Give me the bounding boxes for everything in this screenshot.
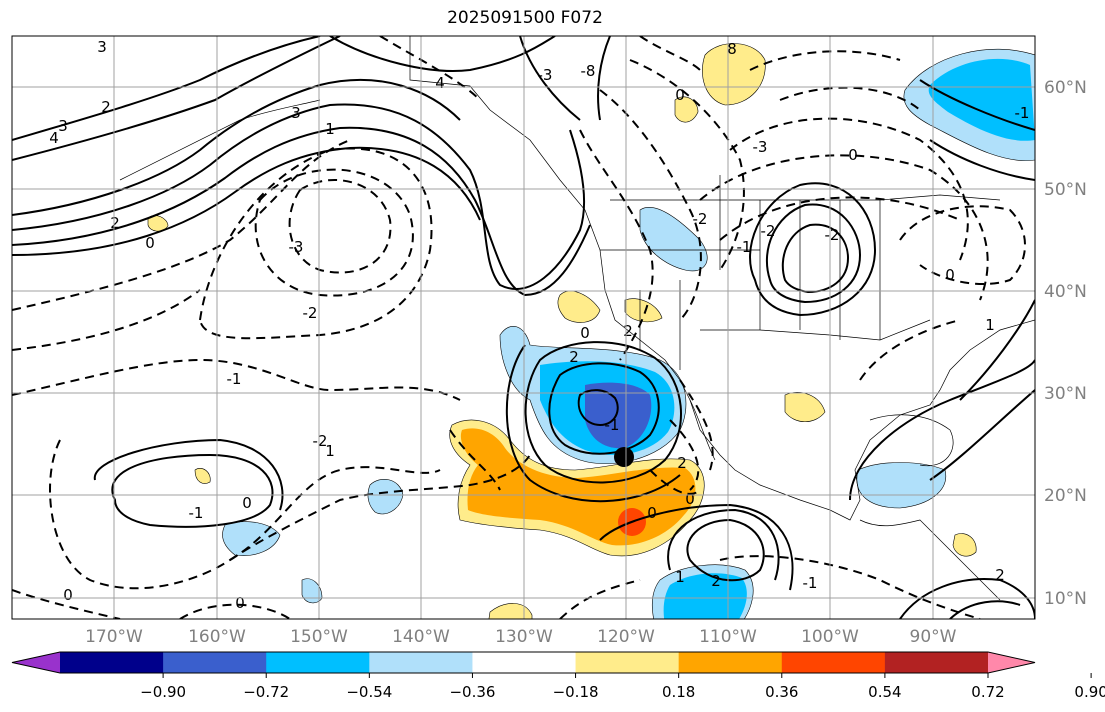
colorbar-segment bbox=[266, 652, 370, 673]
colorbar-segment bbox=[369, 652, 473, 673]
contour-label: 0 bbox=[145, 234, 155, 252]
lon-label: 130°W bbox=[495, 627, 553, 647]
lat-label: 40°N bbox=[1044, 282, 1087, 302]
colorbar-outline bbox=[11, 651, 1036, 674]
map-frame bbox=[11, 35, 1036, 620]
negative-anomaly-gulf bbox=[856, 462, 947, 509]
contour-label: 1 bbox=[675, 568, 685, 586]
contour-label: 1 bbox=[985, 316, 995, 334]
contour-layer bbox=[12, 36, 1035, 619]
colorbar-segment bbox=[575, 652, 680, 673]
contour-label: -2 bbox=[825, 226, 840, 244]
lon-label: 150°W bbox=[290, 627, 348, 647]
lon-label: 120°W bbox=[597, 627, 655, 647]
contour-label: -3 bbox=[289, 238, 304, 256]
colorbar-segment bbox=[472, 652, 577, 673]
contour-label: -2 bbox=[693, 210, 708, 228]
contour-label: -1 bbox=[227, 370, 242, 388]
contour-label: 0 bbox=[685, 490, 695, 508]
colorbar-tick-label: 0.90 bbox=[1074, 683, 1105, 701]
contour-label: -2 bbox=[313, 432, 328, 450]
colorbar-tick-label: 0.54 bbox=[868, 683, 901, 701]
colorbar-tick-label: −0.54 bbox=[346, 683, 392, 701]
colorbar-segment bbox=[163, 652, 267, 673]
contour-label: 2 bbox=[569, 348, 579, 366]
lat-label: 20°N bbox=[1044, 486, 1087, 506]
graticule bbox=[12, 36, 1035, 619]
contour-label: -1 bbox=[737, 238, 752, 256]
map-title: 2025091500 F072 bbox=[447, 8, 603, 28]
colorbar-tick-label: −0.36 bbox=[449, 683, 495, 701]
lat-label: 60°N bbox=[1044, 78, 1087, 98]
longitude-labels: 170°W 160°W 150°W 140°W 130°W 120°W 110°… bbox=[85, 627, 957, 647]
lon-label: 170°W bbox=[85, 627, 143, 647]
contour-label: 2 bbox=[677, 454, 687, 472]
contour-label: 0 bbox=[242, 494, 252, 512]
contour-label: 2 bbox=[995, 566, 1005, 584]
lat-label: 30°N bbox=[1044, 384, 1087, 404]
contour-label: 0 bbox=[675, 86, 685, 104]
contour-label: 2 bbox=[110, 214, 120, 232]
colorbar-segment bbox=[884, 652, 989, 673]
contour-label: 0 bbox=[63, 586, 73, 604]
contour-label: 2 bbox=[711, 572, 721, 590]
contour-label: 4 bbox=[49, 129, 59, 147]
contour-label: -8 bbox=[581, 62, 596, 80]
colorbar-segment bbox=[781, 652, 886, 673]
colorbar-tick-label: −0.90 bbox=[140, 683, 186, 701]
contour-label: 0 bbox=[848, 146, 858, 164]
contour-label: -1 bbox=[1015, 104, 1030, 122]
lat-label: 50°N bbox=[1044, 180, 1087, 200]
colorbar: −0.90 −0.72 −0.54 −0.36 −0.18 0.18 0.36 0.54 0.7… bbox=[11, 651, 1105, 701]
contour-label: -2 bbox=[303, 304, 318, 322]
colorbar-tick-label: 0.72 bbox=[971, 683, 1004, 701]
contour-label: 3 bbox=[97, 38, 107, 56]
contour-label: 2 bbox=[101, 98, 111, 116]
negative-anomaly-west-us bbox=[639, 207, 708, 272]
lon-label: 140°W bbox=[392, 627, 450, 647]
contour-label: 0 bbox=[945, 266, 955, 284]
contour-label: 1 bbox=[325, 120, 335, 138]
contour-label: -1 bbox=[189, 504, 204, 522]
colorbar-tick-label: 0.36 bbox=[765, 683, 798, 701]
lon-label: 110°W bbox=[699, 627, 757, 647]
lon-label: 100°W bbox=[801, 627, 859, 647]
latitude-labels: 60°N 50°N 40°N 30°N 20°N 10°N bbox=[1044, 78, 1087, 609]
dashed-contour-layer bbox=[12, 36, 1026, 619]
contour-label: 3 bbox=[291, 104, 301, 122]
contour-label: 0 bbox=[580, 324, 590, 342]
contour-label: 0 bbox=[235, 594, 245, 612]
lon-label: 160°W bbox=[188, 627, 246, 647]
contour-label: 4 bbox=[435, 74, 445, 92]
colorbar-tick-label: −0.18 bbox=[553, 683, 599, 701]
contour-label: -1 bbox=[605, 416, 620, 434]
contour-label: 3 bbox=[58, 117, 68, 135]
colorbar-tick-label: 0.18 bbox=[662, 683, 695, 701]
lat-label: 10°N bbox=[1044, 589, 1087, 609]
colorbar-segment bbox=[60, 652, 164, 673]
colorbar-extend-min bbox=[12, 652, 60, 673]
contour-label: 8 bbox=[727, 40, 737, 58]
contour-label: -2 bbox=[761, 222, 776, 240]
colorbar-tick-label: −0.72 bbox=[243, 683, 289, 701]
storm-center-marker bbox=[614, 447, 634, 467]
contour-label: -1 bbox=[803, 574, 818, 592]
colorbar-extend-max bbox=[988, 652, 1035, 673]
colorbar-segment bbox=[678, 652, 783, 673]
contour-label: 1 bbox=[325, 442, 335, 460]
contour-label: 0 bbox=[647, 504, 657, 522]
lon-label: 90°W bbox=[910, 627, 957, 647]
contour-label: 2 bbox=[623, 322, 633, 340]
contour-label: -3 bbox=[753, 138, 768, 156]
contour-label: -3 bbox=[538, 66, 553, 84]
